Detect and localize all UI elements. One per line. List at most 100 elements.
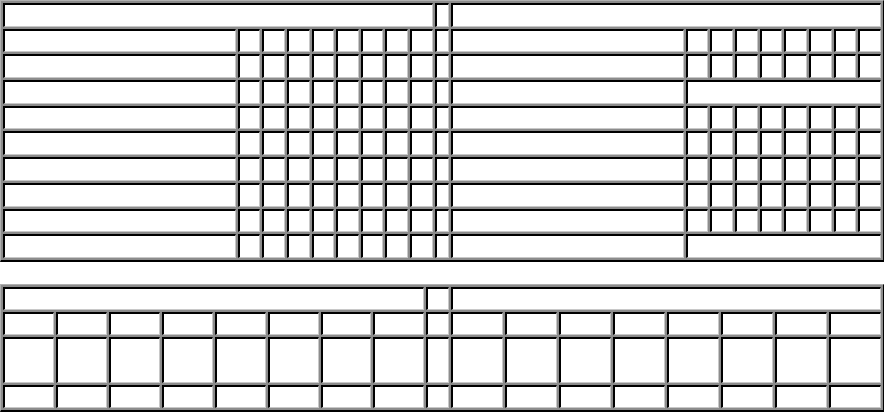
row-name-cell <box>3 208 236 233</box>
grid-cell <box>214 337 266 383</box>
grid-cell <box>336 54 359 79</box>
grid-cell <box>505 337 558 383</box>
table-row <box>3 28 881 53</box>
grid-cell <box>410 208 433 233</box>
grid-cell <box>385 28 409 53</box>
grid-cell <box>667 384 719 408</box>
grid-cell <box>808 157 832 181</box>
grid-cell <box>833 105 857 130</box>
grid-cell <box>774 312 827 336</box>
grid-cell <box>360 234 384 258</box>
grid-cell <box>685 157 709 181</box>
grid-cell <box>833 157 857 181</box>
grid-cell <box>858 28 881 53</box>
grid-cell <box>451 384 504 408</box>
table-header-row <box>3 3 881 27</box>
grid-cell <box>410 54 433 79</box>
grid-cell <box>685 105 709 130</box>
grid-cell <box>685 208 709 233</box>
grid-cell <box>833 54 857 79</box>
grid-cell <box>784 208 807 233</box>
table-row <box>3 157 881 181</box>
grid-cell <box>559 337 612 383</box>
grid-cell <box>262 157 285 181</box>
grid-cell <box>808 208 832 233</box>
grid-cell <box>108 384 160 408</box>
grid-cell <box>3 312 54 336</box>
grid-cell <box>410 182 433 207</box>
grid-cell <box>385 80 409 104</box>
grid-cell <box>759 182 783 207</box>
grid-cell <box>808 105 832 130</box>
grid-cell <box>710 131 734 156</box>
grid-cell <box>858 54 881 79</box>
grid-cell <box>667 337 719 383</box>
grid-cell <box>311 80 335 104</box>
grid-cell <box>311 157 335 181</box>
grid-cell <box>828 337 881 383</box>
separator-cell <box>434 157 450 181</box>
grid-cell <box>336 105 359 130</box>
grid-cell <box>267 337 319 383</box>
separator-cell <box>434 131 450 156</box>
grid-cell <box>808 182 832 207</box>
grid-cell <box>505 312 558 336</box>
table-header-row <box>3 287 881 311</box>
grid-cell <box>373 384 425 408</box>
grid-cell <box>410 105 433 130</box>
row-name-cell <box>3 157 236 181</box>
grid-cell <box>286 234 310 258</box>
top-table <box>0 0 884 262</box>
row-name-cell <box>451 54 684 79</box>
grid-cell <box>759 131 783 156</box>
grid-cell <box>833 131 857 156</box>
grid-cell <box>286 208 310 233</box>
grid-cell <box>286 182 310 207</box>
grid-cell <box>759 105 783 130</box>
grid-cell <box>237 157 261 181</box>
row-name-cell <box>3 28 236 53</box>
separator-cell <box>434 234 450 258</box>
grid-cell <box>262 131 285 156</box>
grid-cell <box>759 157 783 181</box>
grid-cell <box>613 337 666 383</box>
grid-cell <box>410 131 433 156</box>
grid-cell <box>55 312 107 336</box>
grid-cell <box>336 28 359 53</box>
grid-cell <box>214 384 266 408</box>
grid-cell <box>286 28 310 53</box>
separator-cell <box>426 312 450 336</box>
grid-cell <box>373 337 425 383</box>
row-name-cell <box>451 131 684 156</box>
row-name-cell <box>3 80 236 104</box>
grid-cell <box>410 28 433 53</box>
table-row <box>3 80 881 104</box>
grid-cell <box>774 337 827 383</box>
grid-cell <box>385 157 409 181</box>
grid-cell <box>286 131 310 156</box>
grid-cell <box>311 54 335 79</box>
grid-cell <box>784 105 807 130</box>
grid-cell <box>808 54 832 79</box>
grid-cell <box>360 80 384 104</box>
grid-cell <box>410 80 433 104</box>
grid-cell <box>451 312 504 336</box>
grid-cell <box>262 208 285 233</box>
grid-cell <box>360 157 384 181</box>
grid-cell <box>262 105 285 130</box>
grid-cell <box>759 208 783 233</box>
grid-cell <box>385 208 409 233</box>
grid-cell <box>710 54 734 79</box>
row-name-cell <box>3 182 236 207</box>
table-row <box>3 182 881 207</box>
row-name-cell <box>451 182 684 207</box>
table-row <box>3 54 881 79</box>
grid-cell <box>858 131 881 156</box>
grid-cell <box>336 182 359 207</box>
grid-cell <box>373 312 425 336</box>
grid-cell <box>262 80 285 104</box>
grid-cell <box>735 208 758 233</box>
grid-cell <box>828 384 881 408</box>
grid-cell <box>237 28 261 53</box>
grid-cell <box>311 234 335 258</box>
